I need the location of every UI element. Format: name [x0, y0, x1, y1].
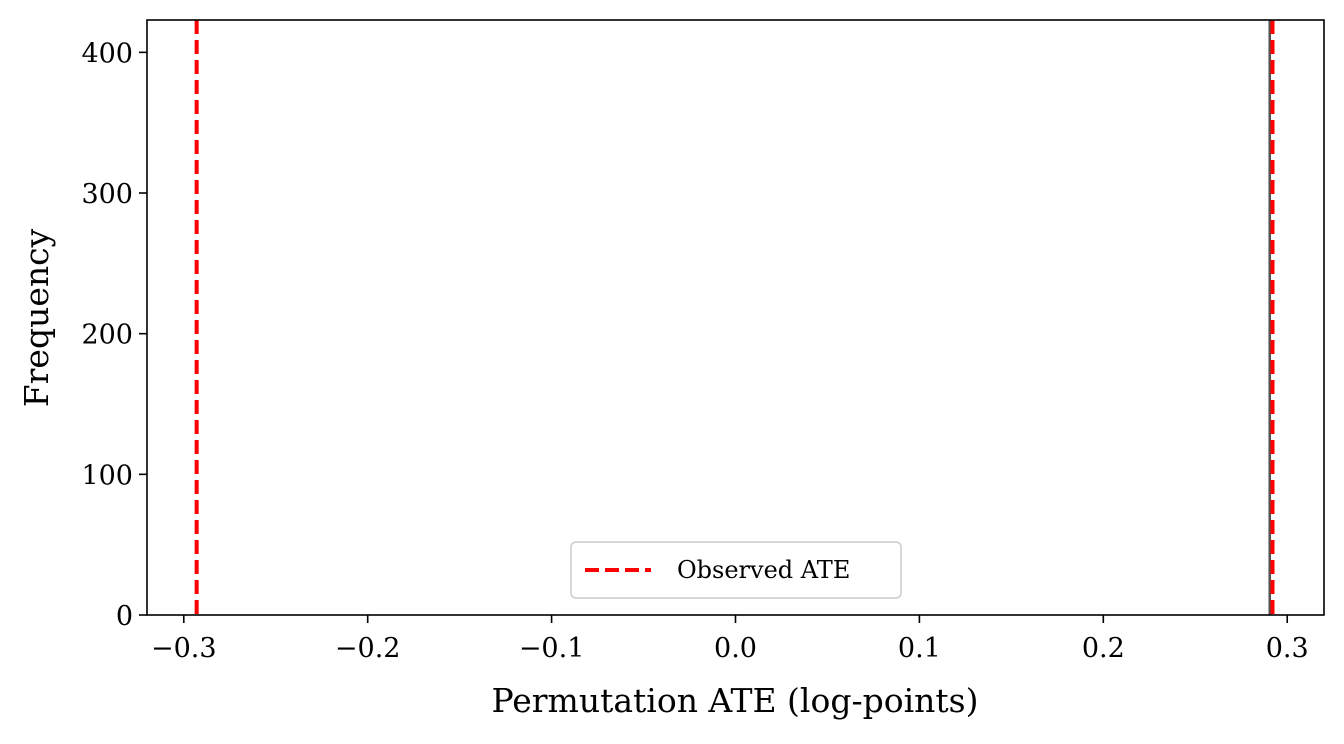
y-tick-label: 300: [81, 179, 133, 210]
x-tick-label: 0.3: [1266, 633, 1309, 664]
y-tick-label: 400: [81, 38, 133, 69]
x-tick-label: −0.2: [335, 633, 401, 664]
y-axis-title: Frequency: [17, 228, 56, 407]
x-tick-label: −0.3: [151, 633, 217, 664]
histogram-bars: [1268, 20, 1272, 615]
y-tick-label: 0: [116, 601, 133, 632]
y-tick-label: 200: [81, 320, 133, 351]
x-tick-label: −0.1: [519, 633, 585, 664]
x-tick-label: 0.2: [1082, 633, 1125, 664]
y-axis-ticks: 0 100 200 300 400: [81, 38, 147, 632]
x-tick-label: 0.0: [714, 633, 757, 664]
x-axis-title: Permutation ATE (log-points): [492, 681, 979, 720]
legend-box: [570, 541, 902, 599]
histogram-bar: [1268, 20, 1272, 615]
legend: Observed ATE: [570, 541, 902, 599]
x-axis-ticks: −0.3 −0.2 −0.1 0.0 0.1 0.2 0.3: [151, 615, 1309, 664]
y-tick-label: 100: [81, 460, 133, 491]
x-tick-label: 0.1: [898, 633, 941, 664]
plot-background: [147, 20, 1324, 615]
legend-label: Observed ATE: [677, 556, 850, 584]
